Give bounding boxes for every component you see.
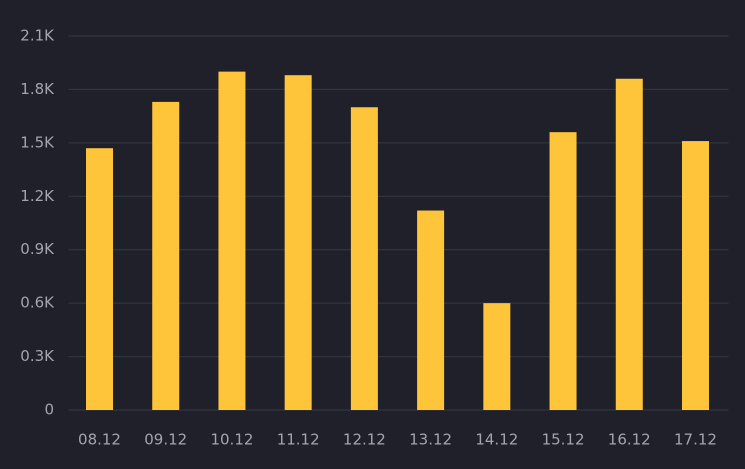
- y-tick-label: 0: [44, 401, 54, 419]
- x-tick-label: 09.12: [144, 431, 187, 449]
- y-tick-label: 0.6K: [20, 294, 55, 312]
- bar: [549, 132, 577, 410]
- y-tick-label: 0.3K: [20, 347, 55, 365]
- bar: [615, 78, 643, 410]
- y-tick-label: 0.9K: [20, 240, 55, 258]
- y-tick-label: 1.8K: [20, 80, 55, 98]
- bar: [417, 210, 445, 410]
- bar: [284, 75, 312, 410]
- x-tick-label: 11.12: [277, 431, 320, 449]
- bar: [86, 148, 114, 410]
- x-tick-label: 14.12: [475, 431, 518, 449]
- x-tick-label: 13.12: [409, 431, 452, 449]
- bar: [152, 101, 180, 411]
- bar: [483, 303, 511, 410]
- y-tick-label: 1.5K: [20, 133, 55, 151]
- x-tick-label: 10.12: [210, 431, 253, 449]
- y-tick-label: 2.1K: [20, 27, 55, 45]
- x-tick-label: 12.12: [343, 431, 386, 449]
- x-tick-label: 08.12: [78, 431, 121, 449]
- bar: [681, 141, 709, 411]
- bar: [350, 107, 378, 410]
- bar: [218, 71, 246, 410]
- x-tick-label: 17.12: [674, 431, 717, 449]
- x-tick-label: 15.12: [542, 431, 585, 449]
- x-tick-label: 16.12: [608, 431, 651, 449]
- y-tick-label: 1.2K: [20, 187, 55, 205]
